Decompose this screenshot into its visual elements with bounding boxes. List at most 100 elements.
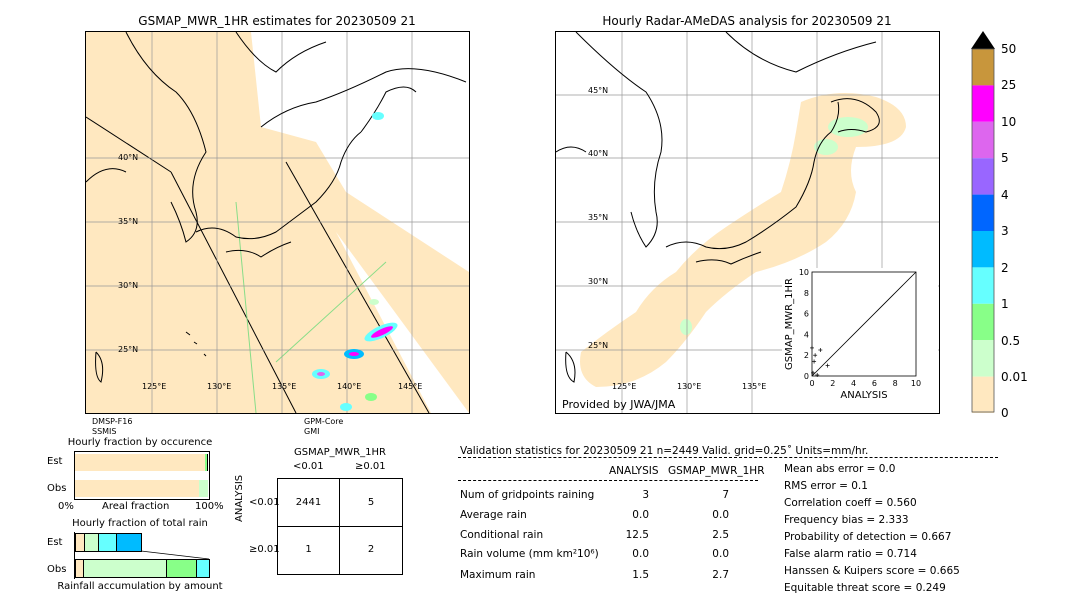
- left-map: 40°N 35°N 30°N 25°N 125°E 130°E 135°E 14…: [85, 31, 470, 414]
- right-lon-label: 125°E: [612, 382, 637, 391]
- left-lon-label: 145°E: [398, 382, 423, 391]
- colorbar-swatch: [972, 267, 994, 304]
- colorbar-swatch: [972, 340, 994, 377]
- validation-col1: ANALYSIS: [609, 465, 659, 477]
- left-lat-label: 35°N: [118, 217, 139, 226]
- right-lat-label: 30°N: [588, 277, 609, 286]
- contingency-cell: 1: [305, 544, 312, 555]
- validation-row-a: 1.5: [632, 569, 649, 581]
- left-lon-label: 125°E: [142, 382, 167, 391]
- validation-row-b: 7: [722, 489, 729, 501]
- scatter-x-tick: 2: [830, 379, 835, 388]
- colorbar-svg: [971, 31, 995, 413]
- occurrence-xlabel-left: 0%: [58, 501, 74, 512]
- validation-col2: GSMAP_MWR_1HR: [668, 465, 765, 477]
- colorbar-extend-arrow: [971, 31, 995, 49]
- colorbar-label: 10: [1001, 115, 1017, 129]
- scatter-plot: 00 2 2 4 4 6 6 8 8 10 10 ANALYSIS GSMAP_MWR_1HR: [784, 268, 921, 401]
- occurrence-obs-bar: [75, 480, 199, 497]
- scatter-point: [815, 372, 820, 377]
- scatter-inset: 0 0 2 2 4 4 6 6 8 8 10 10 ANALYSIS GSMAP_MWR_1HR: [782, 268, 938, 413]
- scatter-point: [813, 353, 818, 358]
- right-lat-label: 25°N: [588, 341, 609, 350]
- sat-right-line: GPM-Core: [304, 417, 344, 426]
- scatter-y-tick: 4: [804, 330, 809, 339]
- occurrence-row-est: Est: [47, 456, 63, 467]
- scatter-x-tick: 4: [851, 379, 856, 388]
- contingency-row-axis: ANALYSIS: [234, 474, 245, 522]
- scatter-x-tick: 10: [911, 379, 921, 388]
- colorbar-label: 0: [1001, 406, 1009, 420]
- occurrence-xlabel-mid: Areal fraction: [102, 501, 170, 512]
- colorbar-frame: [971, 48, 995, 413]
- colorbar-label: 0.5: [1001, 334, 1021, 348]
- score-line: Correlation coeff = 0.560: [784, 497, 917, 509]
- scatter-point: [811, 370, 816, 375]
- total-rain-row-obs: Obs: [47, 564, 67, 575]
- sat-right-label: GPM-Core GMI: [304, 417, 343, 437]
- left-lon-label: 130°E: [207, 382, 232, 391]
- scatter-x-tick: 8: [893, 379, 898, 388]
- validation-row-a: 3: [642, 489, 649, 501]
- occurrence-xlabel-right: 100%: [195, 501, 224, 512]
- right-map-canvas: [556, 32, 939, 413]
- contingency-row-label: ≥0.01: [249, 544, 280, 555]
- scatter-point: [818, 348, 823, 352]
- occurrence-est-edge: [207, 454, 208, 471]
- left-map-title: GSMAP_MWR_1HR estimates for 20230509 21: [138, 14, 416, 28]
- total-rain-obs-seg: [196, 559, 210, 578]
- scatter-point: [812, 359, 817, 364]
- sat-left-line: SSMIS: [92, 427, 117, 436]
- score-line: Frequency bias = 2.333: [784, 514, 909, 526]
- right-lat-label: 40°N: [588, 149, 609, 158]
- colorbar-swatch: [972, 85, 994, 122]
- validation-row-a: 0.0: [632, 548, 649, 560]
- score-line: Mean abs error = 0.0: [784, 463, 896, 475]
- validation-row-label: Rain volume (mm km²10⁶): [460, 548, 599, 560]
- contingency-table: 2441 5 1 2: [277, 478, 403, 575]
- validation-row-b: 2.5: [712, 529, 729, 541]
- scatter-point: [825, 363, 830, 368]
- provided-by: Provided by JWA/JMA: [562, 398, 676, 411]
- validation-header: Validation statistics for 20230509 21 n=…: [460, 445, 869, 457]
- colorbar-label: 50: [1001, 42, 1017, 56]
- scatter-ylabel: GSMAP_MWR_1HR: [784, 278, 795, 370]
- sat-right-line: GMI: [304, 427, 320, 436]
- occurrence-plot: [74, 451, 210, 500]
- validation-divider: [458, 457, 998, 458]
- occurrence-row-obs: Obs: [47, 483, 67, 494]
- colorbar-swatch: [972, 121, 994, 159]
- occurrence-est-bar-rain: [205, 454, 207, 471]
- validation-row-b: 0.0: [712, 548, 729, 560]
- scatter-x-tick: 6: [872, 379, 877, 388]
- contingency-cell: 5: [367, 497, 375, 508]
- left-lat-label: 30°N: [118, 281, 139, 290]
- scatter-y-tick: 6: [804, 310, 809, 319]
- left-map-canvas: [86, 32, 469, 413]
- validation-row-b: 2.7: [712, 569, 729, 581]
- validation-row-b: 0.0: [712, 509, 729, 521]
- colorbar-swatch: [972, 194, 994, 231]
- colorbar-swatch: [972, 158, 994, 195]
- occurrence-obs-bar-rain: [199, 480, 208, 497]
- score-line: False alarm ratio = 0.714: [784, 548, 917, 560]
- colorbar-swatch: [972, 376, 994, 413]
- total-rain-row-est: Est: [47, 537, 63, 548]
- total-rain-connector: [140, 550, 209, 560]
- left-lat-label: 40°N: [118, 153, 139, 162]
- scatter-y-tick: 2: [804, 351, 809, 360]
- contingency-cell: 2: [367, 544, 375, 555]
- right-lat-label: 35°N: [588, 213, 609, 222]
- sat-left-label: DMSP-F16 SSMIS: [92, 417, 132, 437]
- contingency-title: GSMAP_MWR_1HR: [294, 447, 386, 458]
- contingency-col-label: <0.01: [293, 461, 324, 472]
- occurrence-est-bar: [75, 454, 205, 471]
- right-lon-label: 130°E: [677, 382, 702, 391]
- colorbar: [971, 31, 995, 413]
- colorbar-label: 0.01: [1001, 370, 1028, 384]
- total-rain-title: Hourly fraction of total rain: [72, 518, 208, 529]
- colorbar-swatch: [972, 303, 994, 341]
- scatter-y-tick: 8: [804, 289, 809, 298]
- colorbar-label: 25: [1001, 78, 1017, 92]
- scatter-xlabel: ANALYSIS: [840, 390, 887, 401]
